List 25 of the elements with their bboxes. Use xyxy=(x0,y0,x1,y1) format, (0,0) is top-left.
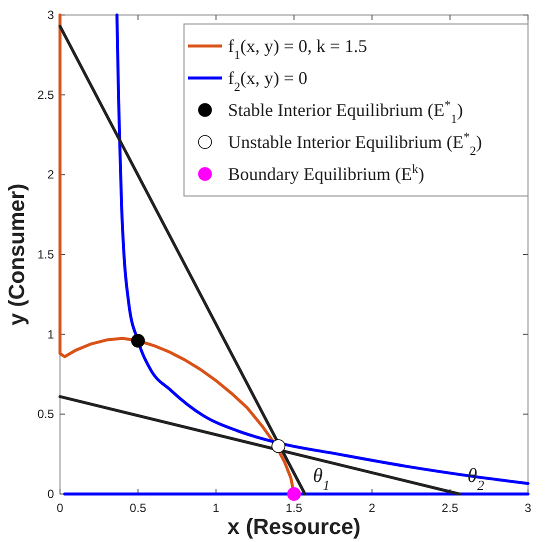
y-tick-label: 0 xyxy=(47,487,54,501)
x-tick-label: 0 xyxy=(56,501,64,515)
legend-label: Boundary Equilibrium (E$^{k}$) xyxy=(228,162,424,184)
y-tick-label: 1.5 xyxy=(37,248,54,262)
y-axis-title: y (Consumer) xyxy=(4,184,29,326)
legend-label: Unstable Interior Equilibrium (E$^{*}$$_{2}$) xyxy=(228,130,482,158)
x-tick-label: 1.5 xyxy=(286,501,303,515)
legend-label: f$_{1}$(x, y) = 0, k = 1.5 xyxy=(228,36,368,62)
point xyxy=(287,487,301,501)
x-tick-label: 2 xyxy=(368,501,376,515)
y-tick-label: 2 xyxy=(47,168,54,182)
legend-label: Stable Interior Equilibrium (E$^{*}$$_{1}$) xyxy=(228,98,464,126)
y-tick-label: 2.5 xyxy=(37,88,54,102)
x-tick-label: 0.5 xyxy=(130,501,147,515)
y-tick-label: 0.5 xyxy=(37,407,54,422)
y-tick-label: 1 xyxy=(47,327,54,342)
legend-label: f$_{2}$(x, y) = 0 xyxy=(228,68,308,94)
x-axis-title: x (Resource) xyxy=(227,514,361,539)
y-tick-label: 3 xyxy=(47,8,54,22)
point xyxy=(131,334,145,348)
point xyxy=(272,439,286,453)
x-tick-label: 3 xyxy=(524,501,532,515)
annotation: θ$_{1}$ xyxy=(312,465,330,494)
x-tick-label: 2.5 xyxy=(442,501,459,515)
x-tick-label: 1 xyxy=(212,501,220,515)
